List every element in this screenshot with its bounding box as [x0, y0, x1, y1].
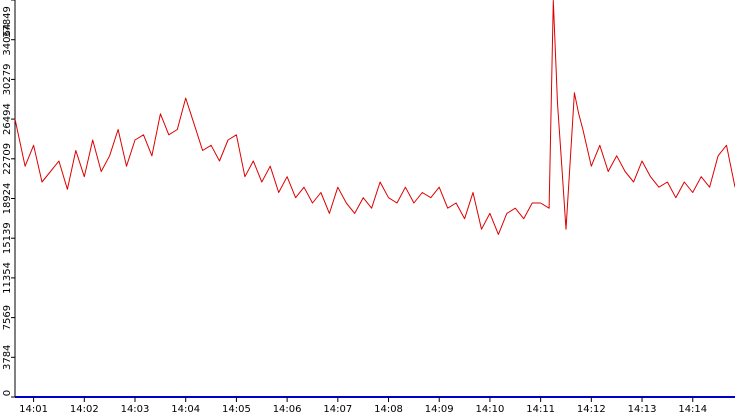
x-tick-label: 14:14: [678, 404, 707, 415]
x-tick-label: 14:03: [121, 404, 150, 415]
y-tick-label: 0: [2, 390, 13, 396]
y-tick-label: 18924: [2, 183, 13, 215]
y-tick-label: 34064: [2, 24, 13, 56]
x-tick-label: 14:13: [628, 404, 657, 415]
x-tick-label: 14:09: [425, 404, 454, 415]
y-tick-label: 37849: [2, 6, 13, 38]
y-tick-label: 22709: [2, 143, 13, 175]
y-tick-label: 3784: [2, 345, 13, 370]
x-tick-label: 14:07: [323, 404, 352, 415]
series-layer: [14, 0, 735, 235]
x-tick-label: 14:08: [374, 404, 403, 415]
y-tick-label: 15139: [2, 222, 13, 254]
x-tick-label: 14:10: [476, 404, 505, 415]
x-tick-label: 14:04: [171, 404, 200, 415]
x-tick-label: 14:12: [577, 404, 606, 415]
x-tick-label: 14:05: [222, 404, 251, 415]
y-tick-label: 7569: [2, 305, 13, 330]
y-tick-label: 30279: [2, 63, 13, 95]
x-axis: 14:01 14:02 14:03 14:04 14:05 14:06 14:07 14:08…: [15, 396, 735, 415]
x-tick-label: 14:06: [273, 404, 302, 415]
x-tick-label: 14:01: [19, 404, 48, 415]
x-tick-label: 14:11: [526, 404, 555, 415]
y-tick-label: 26494: [2, 103, 13, 135]
y-tick-label: 11354: [2, 262, 13, 294]
y-axis: 0 3784 7569 11354 15139 18924 22709 26494 30279 3…: [2, 0, 16, 398]
x-tick-label: 14:02: [70, 404, 99, 415]
series-line-0: [14, 0, 735, 235]
